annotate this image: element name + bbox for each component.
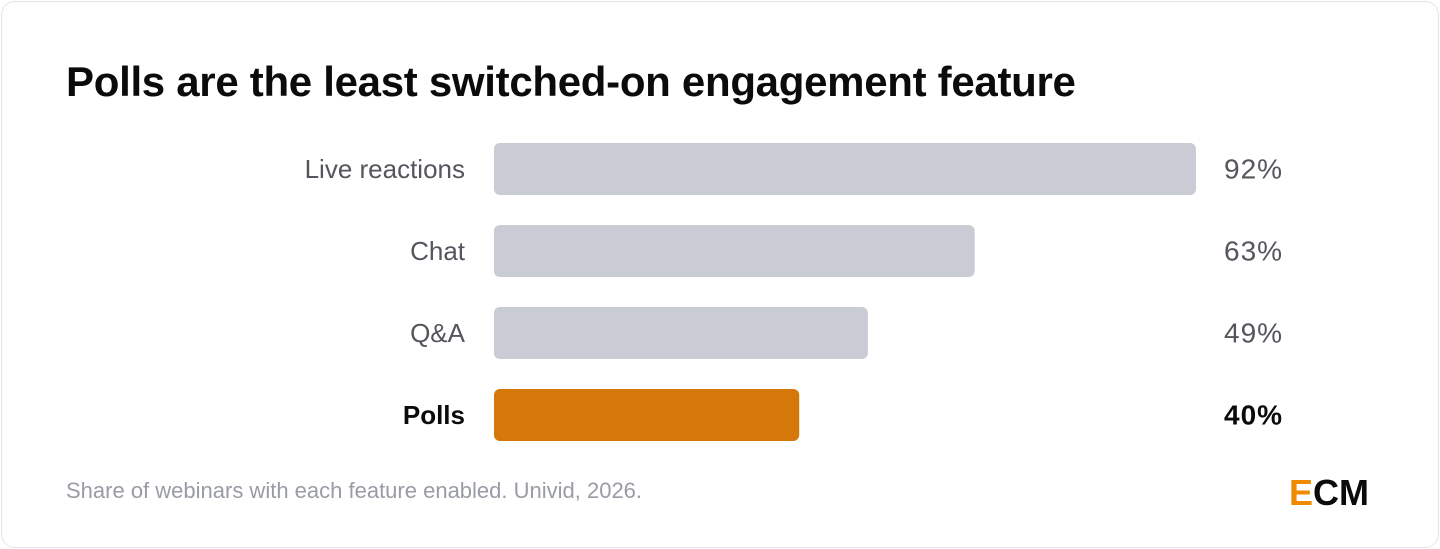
source-note: Share of webinars with each feature enab… — [66, 478, 643, 503]
category-label-live-reactions: Live reactions — [305, 154, 465, 184]
value-label-q-a: 49% — [1224, 318, 1283, 349]
bar-chat — [494, 225, 975, 277]
value-label-chat: 63% — [1224, 236, 1283, 267]
logo-letters-cm: CM — [1313, 472, 1370, 513]
value-label-polls: 40% — [1224, 400, 1283, 431]
logo-letter-e: E — [1289, 472, 1314, 513]
bar-q-a — [494, 307, 868, 359]
ecm-logo: ECM — [1289, 472, 1369, 514]
bar-polls — [494, 389, 800, 441]
category-label-q-a: Q&A — [410, 318, 466, 348]
category-label-chat: Chat — [410, 236, 466, 266]
value-label-live-reactions: 92% — [1224, 154, 1283, 185]
chart-title: Polls are the least switched‑on engageme… — [66, 58, 1076, 105]
bar-live-reactions — [494, 143, 1196, 195]
category-label-polls: Polls — [403, 400, 465, 430]
